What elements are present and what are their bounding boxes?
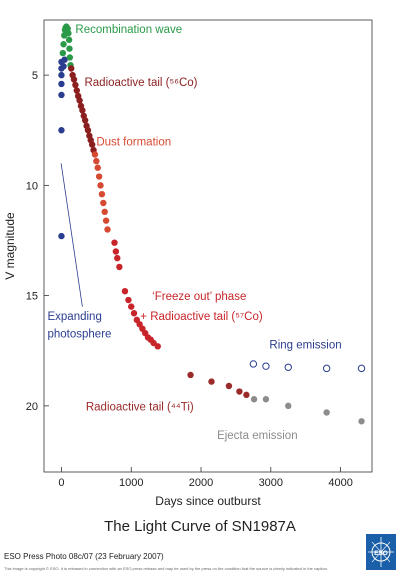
dust-point [94, 164, 101, 171]
light-curve-chart: 0 1000 2000 3000 4000 5 10 15 20 Recombination w… [3, 19, 373, 508]
dust-point [104, 226, 111, 233]
annotation-label: Recombination wave [75, 24, 182, 36]
annotation-label: ‘Freeze out’ phase [152, 291, 246, 303]
early_blue-point [61, 56, 68, 63]
early_blue-point [58, 71, 65, 79]
annotation-label: Ring emission [269, 340, 341, 352]
x-tick-label: 4000 [328, 477, 352, 489]
annotation-label: Radioactive tail (⁴⁴Ti) [86, 401, 194, 413]
tail_ti44-point [187, 371, 194, 379]
x-tick-label: 0 [58, 477, 64, 489]
radioactive_co56-point [73, 87, 81, 94]
x-axis-label: Days since outburst [155, 494, 261, 508]
y-tick-label: 15 [26, 291, 38, 303]
annotations: Recombination wave Radioactive tail (⁵⁶Co… [47, 24, 341, 442]
dust-point [97, 182, 104, 189]
freeze_out-point [121, 288, 129, 295]
ejecta-point [323, 409, 330, 416]
recombination-point [65, 36, 73, 44]
radioactive_co56-point [68, 65, 75, 72]
dust-point [98, 190, 106, 198]
recombination-point [65, 30, 72, 37]
ring-point [284, 363, 292, 371]
freeze_out-point [128, 303, 135, 310]
radioactive_co56-point [79, 107, 86, 114]
axis-ticks: 0 1000 2000 3000 4000 5 10 15 20 [26, 70, 353, 489]
annotation-label: + Radioactive tail (⁵⁷Co) [140, 311, 263, 323]
x-tick-label: 3000 [259, 477, 283, 489]
dust-point [93, 157, 100, 165]
dust-point [95, 173, 103, 180]
y-tick-label: 5 [32, 70, 38, 82]
freeze_out-point [112, 248, 120, 255]
recombination-point [66, 54, 74, 61]
early_blue-point [58, 232, 65, 240]
copyright-fineprint: This image is copyright © ESO. It is rel… [4, 566, 329, 571]
y-tick-label: 10 [26, 180, 38, 192]
radioactive_co56-point [72, 81, 79, 89]
freeze_out-point [111, 239, 118, 246]
y-axis-label: V magnitude [3, 212, 17, 280]
ring-point [357, 364, 366, 373]
dust-point [91, 151, 99, 158]
data-points [58, 23, 366, 425]
annotation-label: photosphere [47, 329, 111, 341]
early_blue-point [58, 80, 65, 88]
radioactive_co56-point [81, 117, 89, 124]
freeze_out-point [114, 254, 121, 262]
annotation-label: Dust formation [96, 137, 171, 149]
radioactive_co56-point [76, 97, 83, 104]
eso-logo: ESO [366, 534, 396, 570]
ring-point [262, 362, 270, 370]
tail_ti44-point [243, 391, 250, 399]
radioactive_co56-point [88, 141, 96, 148]
recombination-point [59, 49, 67, 57]
x-tick-label: 2000 [189, 477, 213, 489]
dust-point [102, 217, 110, 224]
recombination-point [60, 41, 67, 48]
tail_ti44-point [225, 382, 233, 390]
annotation-label: Radioactive tail (⁵⁶Co) [84, 77, 197, 89]
freeze_out-point [125, 296, 132, 304]
radioactive_co56-point [70, 76, 78, 83]
recombination-point [66, 45, 73, 52]
svg-text:ESO: ESO [374, 550, 388, 557]
tail_ti44-point [236, 388, 243, 395]
radioactive_co56-point [84, 127, 92, 134]
ejecta-point [285, 402, 292, 410]
annotation-label: Ejecta emission [217, 430, 298, 442]
x-tick-label: 1000 [119, 477, 143, 489]
freeze_out-point [130, 310, 138, 317]
ejecta-point [262, 396, 270, 403]
early_blue-point [60, 63, 67, 70]
annotation-label: Expanding [47, 311, 101, 323]
early_blue-point [58, 91, 65, 99]
ring-point [249, 360, 258, 368]
freeze_out-point [154, 343, 161, 350]
photosphere-pointer-line [60, 163, 83, 307]
ring-point [322, 364, 331, 373]
dust-point [100, 199, 107, 207]
early_blue-point [58, 127, 65, 134]
plot-frame [43, 19, 373, 473]
y-tick-label: 20 [26, 401, 38, 413]
dust-point [101, 208, 108, 216]
ejecta-point [250, 396, 258, 403]
press-photo-credit: ESO Press Photo 08c/07 (23 February 2007… [4, 552, 164, 561]
ejecta-point [358, 418, 365, 425]
tail_ti44-point [208, 378, 215, 385]
chart-title: The Light Curve of SN1987A [104, 518, 296, 535]
freeze_out-point [116, 263, 123, 271]
